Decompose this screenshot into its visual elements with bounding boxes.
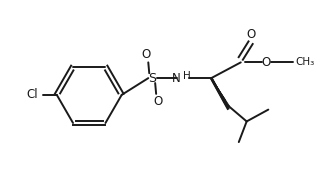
Text: S: S (148, 72, 156, 85)
Text: CH₃: CH₃ (296, 57, 315, 67)
Text: N: N (172, 72, 181, 85)
Polygon shape (211, 78, 230, 107)
Text: O: O (246, 28, 255, 41)
Text: Cl: Cl (26, 88, 38, 101)
Text: O: O (142, 48, 151, 61)
Text: H: H (183, 71, 190, 81)
Text: O: O (262, 56, 271, 69)
Text: O: O (153, 95, 163, 108)
